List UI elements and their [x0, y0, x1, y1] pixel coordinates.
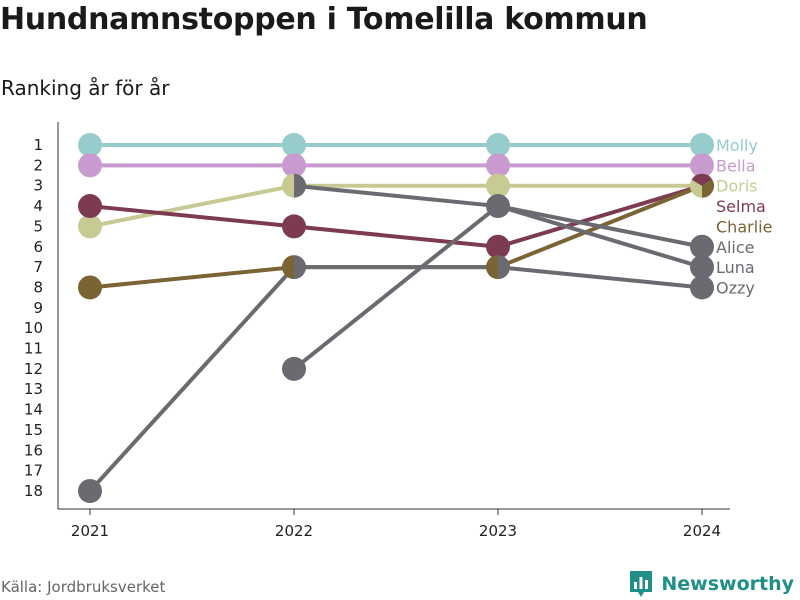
series-line-doris — [88, 183, 296, 229]
series-line-selma — [292, 224, 500, 249]
data-point-alice[interactable] — [690, 234, 714, 259]
series-label-alice: Alice — [716, 238, 754, 257]
data-point-charlie[interactable] — [282, 255, 294, 280]
data-point-luna[interactable] — [498, 194, 510, 219]
series-line-charlie — [88, 265, 296, 290]
series-label-selma: Selma — [716, 197, 766, 216]
x-tick-label: 2021 — [71, 522, 109, 540]
series-lines-group — [88, 143, 704, 493]
brand-logo[interactable]: Newsworthy — [629, 570, 794, 598]
series-label-bella: Bella — [716, 156, 756, 175]
x-tick-label: 2024 — [683, 522, 721, 540]
y-tick-label: 4 — [33, 197, 43, 215]
x-tick-label: 2022 — [275, 522, 313, 540]
data-point-doris[interactable] — [486, 173, 510, 198]
series-label-doris: Doris — [716, 177, 757, 196]
data-point-ozzy[interactable] — [78, 479, 102, 503]
y-tick-label: 17 — [24, 462, 43, 480]
data-point-molly[interactable] — [78, 133, 102, 157]
series-line-ozzy — [496, 265, 704, 290]
data-point-alice[interactable] — [486, 194, 498, 219]
data-point-selma[interactable] — [691, 173, 713, 186]
data-point-charlie[interactable] — [486, 255, 498, 280]
series-line-alice — [292, 183, 500, 209]
y-tick-label: 8 — [33, 278, 43, 296]
y-tick-label: 13 — [24, 380, 43, 398]
data-point-charlie[interactable] — [702, 179, 714, 198]
series-label-charlie: Charlie — [716, 217, 772, 236]
data-point-doris[interactable] — [282, 173, 294, 198]
data-point-ozzy[interactable] — [498, 255, 510, 280]
y-tick-label: 6 — [33, 238, 43, 256]
data-point-bella[interactable] — [282, 153, 306, 178]
data-point-luna[interactable] — [282, 356, 306, 381]
y-tick-label: 16 — [24, 441, 43, 459]
data-point-bella[interactable] — [690, 153, 714, 178]
data-point-ozzy[interactable] — [690, 275, 714, 300]
series-points-group — [78, 133, 714, 503]
series-line-selma — [496, 183, 704, 249]
y-tick-label: 11 — [24, 340, 43, 358]
y-tick-label: 5 — [33, 217, 43, 235]
data-point-molly[interactable] — [282, 133, 306, 157]
series-line-alice — [496, 204, 704, 249]
brand-name: Newsworthy — [661, 573, 794, 595]
y-tick-label: 15 — [24, 421, 43, 439]
data-point-selma[interactable] — [282, 214, 306, 239]
series-line-luna — [496, 204, 704, 270]
data-point-selma[interactable] — [78, 194, 102, 219]
x-tick-label: 2023 — [479, 522, 517, 540]
data-point-bella[interactable] — [78, 153, 102, 178]
y-tick-label: 7 — [33, 258, 43, 276]
series-label-luna: Luna — [716, 258, 755, 277]
data-point-bella[interactable] — [486, 153, 510, 178]
data-point-doris[interactable] — [690, 179, 702, 198]
bar-chart-logo-icon — [630, 571, 653, 597]
y-tick-label: 18 — [24, 482, 43, 500]
data-point-molly[interactable] — [690, 133, 714, 157]
series-line-selma — [88, 204, 296, 229]
data-point-alice[interactable] — [294, 173, 306, 198]
data-point-ozzy[interactable] — [294, 255, 306, 280]
y-tick-label: 14 — [24, 401, 43, 419]
y-tick-label: 3 — [33, 177, 43, 195]
series-label-molly: Molly — [716, 136, 758, 155]
data-point-luna[interactable] — [690, 255, 714, 280]
chart-subtitle: Ranking år för år — [1, 76, 170, 100]
data-point-selma[interactable] — [486, 234, 510, 259]
series-line-luna — [292, 204, 500, 371]
y-tick-label: 12 — [24, 360, 43, 378]
y-tick-label: 9 — [33, 299, 43, 317]
data-point-charlie[interactable] — [78, 275, 102, 300]
series-line-ozzy — [88, 265, 296, 493]
data-point-doris[interactable] — [78, 214, 102, 239]
data-point-molly[interactable] — [486, 133, 510, 157]
y-tick-label: 10 — [24, 319, 43, 337]
series-label-ozzy: Ozzy — [716, 278, 755, 297]
source-note: Källa: Jordbruksverket — [1, 578, 166, 596]
chart-title: Hundnamnstoppen i Tomelilla kommun — [0, 2, 648, 37]
y-tick-label: 2 — [33, 156, 43, 174]
y-tick-label: 1 — [33, 136, 43, 154]
